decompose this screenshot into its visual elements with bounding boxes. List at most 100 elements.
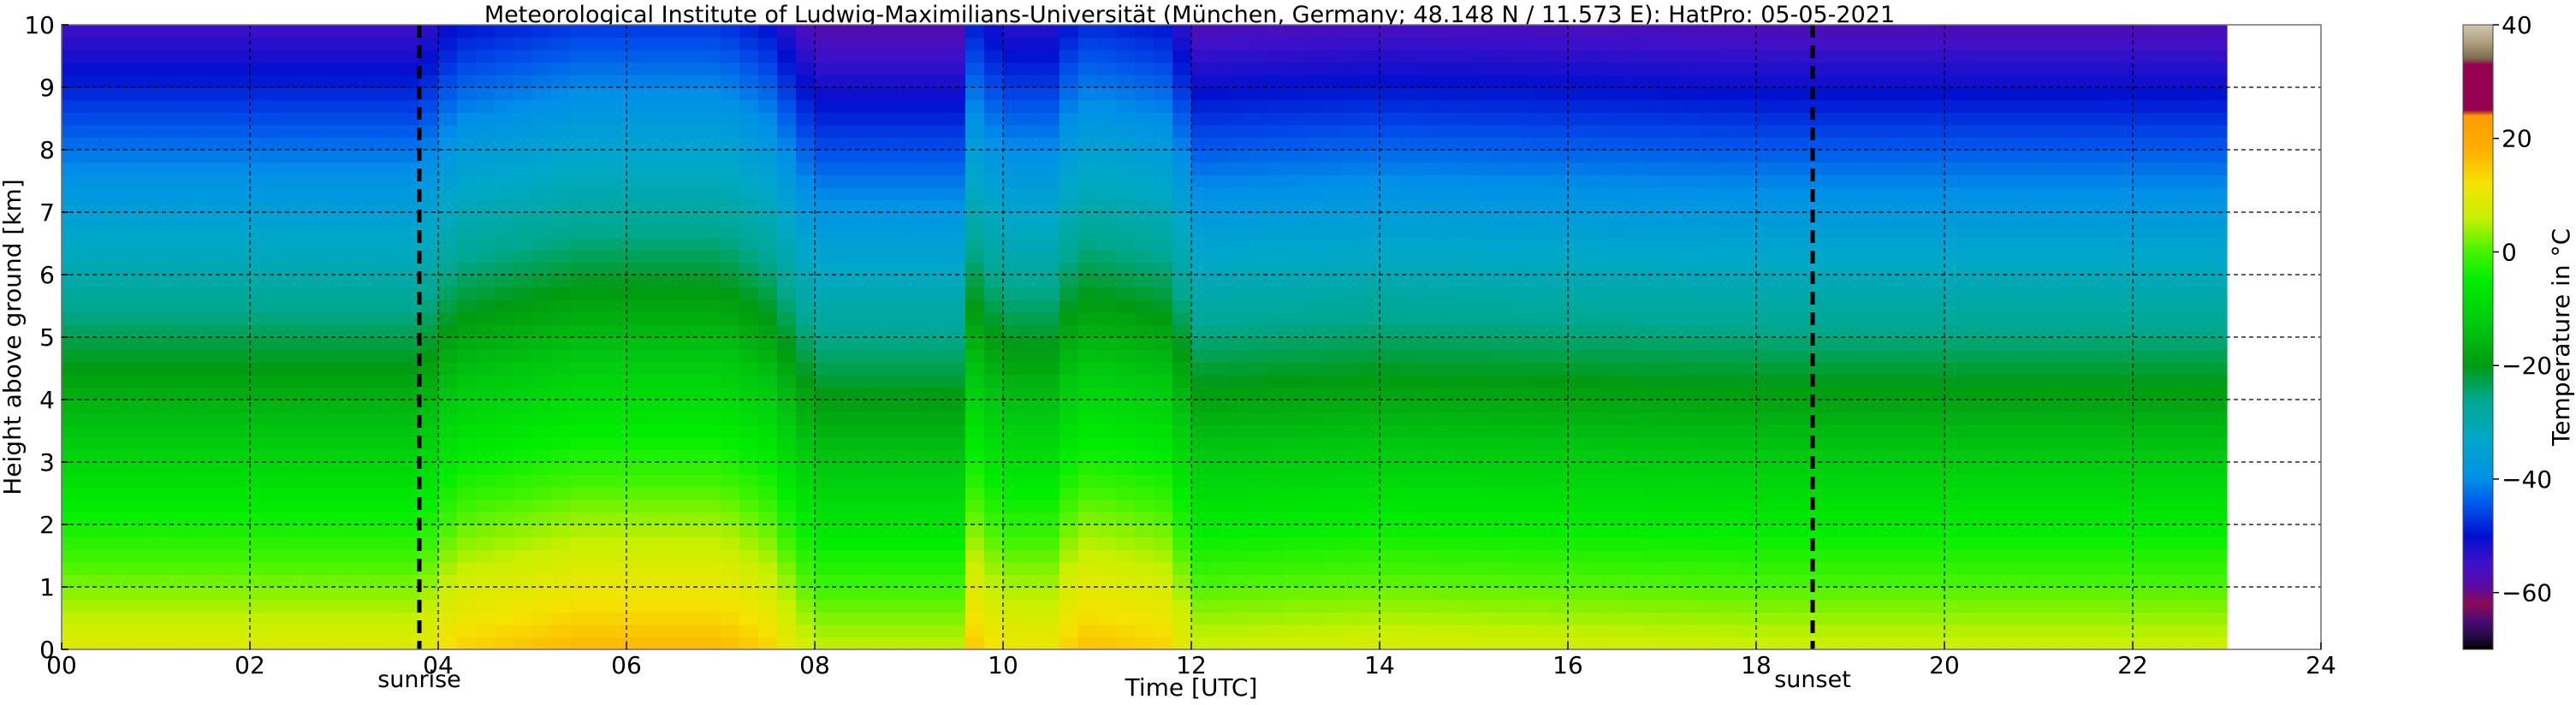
heatmap-cells	[62, 25, 2228, 650]
heatmap-cell	[156, 324, 175, 338]
heatmap-cell	[1003, 74, 1023, 88]
heatmap-cell	[306, 449, 326, 463]
heatmap-cell	[419, 599, 439, 613]
heatmap-cell	[1700, 275, 1719, 288]
heatmap-cell	[1813, 574, 1832, 588]
heatmap-cell	[1342, 50, 1362, 63]
heatmap-cell	[1718, 199, 1738, 213]
heatmap-cell	[1210, 536, 1230, 550]
heatmap-cell	[1116, 262, 1136, 275]
heatmap-cell	[363, 37, 383, 50]
heatmap-cell	[683, 324, 703, 338]
heatmap-cell	[1135, 487, 1154, 501]
heatmap-cell	[513, 474, 533, 488]
heatmap-cell	[1587, 25, 1606, 39]
heatmap-cell	[1097, 587, 1117, 601]
heatmap-cell	[1455, 124, 1475, 138]
heatmap-cell	[1323, 311, 1343, 325]
heatmap-cell	[683, 349, 703, 363]
heatmap-cell	[1587, 175, 1606, 188]
heatmap-cell	[80, 474, 100, 488]
heatmap-cell	[570, 436, 590, 450]
heatmap-cell	[721, 462, 740, 476]
heatmap-cell	[532, 599, 552, 613]
heatmap-cell	[1436, 311, 1456, 325]
heatmap-cell	[250, 25, 270, 39]
heatmap-cell	[1342, 187, 1362, 200]
heatmap-cell	[457, 499, 477, 512]
heatmap-cell	[1718, 62, 1738, 75]
heatmap-cell	[438, 387, 458, 400]
heatmap-cell	[777, 112, 797, 126]
heatmap-cell	[325, 499, 345, 512]
heatmap-cell	[495, 37, 514, 50]
heatmap-cell	[1455, 249, 1475, 263]
heatmap-cell	[551, 74, 571, 88]
heatmap-cell	[1568, 25, 1588, 39]
heatmap-cell	[1775, 87, 1795, 101]
heatmap-cell	[1229, 574, 1249, 588]
heatmap-cell	[1361, 599, 1380, 613]
heatmap-cell	[1436, 349, 1456, 363]
heatmap-cell	[1342, 249, 1362, 263]
heatmap-cell	[419, 237, 439, 251]
heatmap-cell	[99, 299, 119, 313]
heatmap-cell	[1813, 499, 1832, 512]
heatmap-cell	[80, 449, 100, 463]
heatmap-cell	[852, 561, 872, 575]
heatmap-cell	[664, 524, 684, 538]
heatmap-cell	[1568, 162, 1588, 175]
heatmap-cell	[1267, 400, 1286, 413]
heatmap-cell	[683, 212, 703, 226]
heatmap-cell	[664, 612, 684, 625]
heatmap-cell	[513, 587, 533, 601]
heatmap-cell	[513, 424, 533, 438]
heatmap-cell	[1756, 412, 1776, 425]
heatmap-cell	[1606, 349, 1625, 363]
heatmap-cell	[1718, 50, 1738, 63]
heatmap-cell	[890, 436, 910, 450]
heatmap-cell	[1380, 387, 1399, 400]
heatmap-cell	[1022, 162, 1042, 175]
heatmap-cell	[1737, 362, 1757, 376]
heatmap-cell	[965, 262, 985, 275]
heatmap-cell	[645, 524, 665, 538]
heatmap-cell	[834, 412, 853, 425]
heatmap-cell	[721, 612, 740, 625]
heatmap-cell	[1059, 324, 1079, 338]
heatmap-cell	[476, 387, 496, 400]
heatmap-cell	[1606, 262, 1625, 275]
heatmap-cell	[1869, 637, 1889, 650]
heatmap-cell	[1681, 400, 1701, 413]
heatmap-cell	[363, 249, 383, 263]
heatmap-cell	[1850, 162, 1870, 175]
heatmap-cell	[1154, 412, 1173, 425]
heatmap-cell	[1417, 311, 1437, 325]
heatmap-cell	[1380, 249, 1399, 263]
heatmap-cell	[401, 137, 420, 151]
heatmap-cell	[156, 387, 175, 400]
heatmap-cell	[551, 37, 571, 50]
heatmap-cell	[909, 212, 929, 226]
heatmap-cell	[325, 224, 345, 238]
heatmap-cell	[1681, 187, 1701, 200]
heatmap-cell	[269, 474, 288, 488]
heatmap-cell	[1869, 137, 1889, 151]
heatmap-cell	[1059, 137, 1079, 151]
heatmap-cell	[457, 574, 477, 588]
heatmap-cell	[871, 87, 891, 101]
heatmap-cell	[1511, 474, 1531, 488]
heatmap-cell	[1511, 237, 1531, 251]
heatmap-cell	[250, 62, 270, 75]
heatmap-cell	[137, 199, 157, 213]
heatmap-cell	[1813, 549, 1832, 563]
heatmap-cell	[777, 37, 797, 50]
heatmap-cell	[1285, 462, 1305, 476]
heatmap-cell	[852, 587, 872, 601]
heatmap-cell	[476, 536, 496, 550]
heatmap-cell	[1700, 412, 1719, 425]
heatmap-cell	[1436, 262, 1456, 275]
heatmap-cell	[269, 324, 288, 338]
heatmap-cell	[344, 387, 364, 400]
heatmap-cell	[363, 275, 383, 288]
